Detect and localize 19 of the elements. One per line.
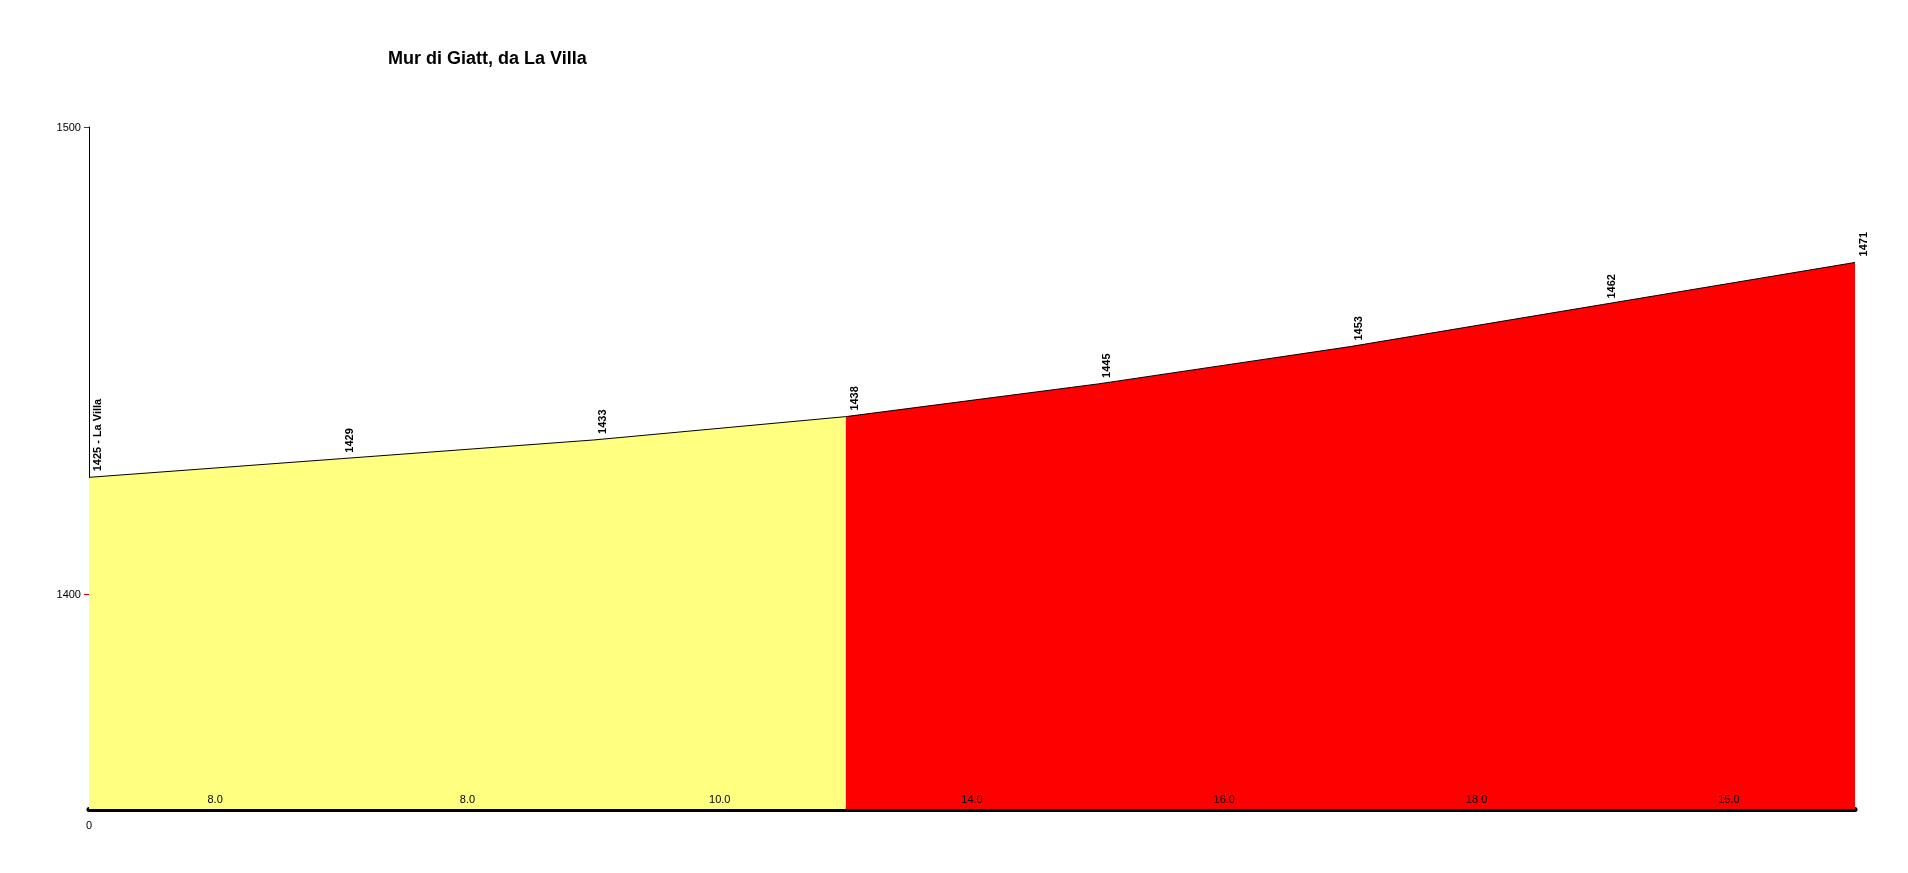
y-tick-label: 1400 — [56, 588, 81, 601]
x-tick-label: 0 — [85, 818, 93, 831]
data-label: 1438 — [847, 386, 860, 411]
data-label: 1429 — [343, 428, 356, 453]
annotation: 10.0 — [709, 793, 731, 805]
data-label: 1471 — [1857, 231, 1869, 257]
chart-title: Mur di Giatt, da La Villa — [388, 48, 588, 68]
annotation: 8.0 — [459, 793, 476, 805]
y-tick-label: 1500 — [56, 121, 81, 133]
data-label: 1433 — [595, 409, 608, 434]
data-label: 1462 — [1604, 274, 1617, 299]
data-label: 1453 — [1352, 316, 1365, 341]
data-label: 1445 — [1100, 353, 1113, 378]
annotation: 8.0 — [207, 793, 223, 805]
data-label: 1425 - La Villa — [91, 397, 103, 472]
annotation: 14.0 — [961, 793, 983, 805]
annotation: 16.0 — [1213, 793, 1235, 805]
annotation: 18.0 — [1465, 793, 1488, 805]
annotation: 15.0 — [1718, 793, 1740, 805]
